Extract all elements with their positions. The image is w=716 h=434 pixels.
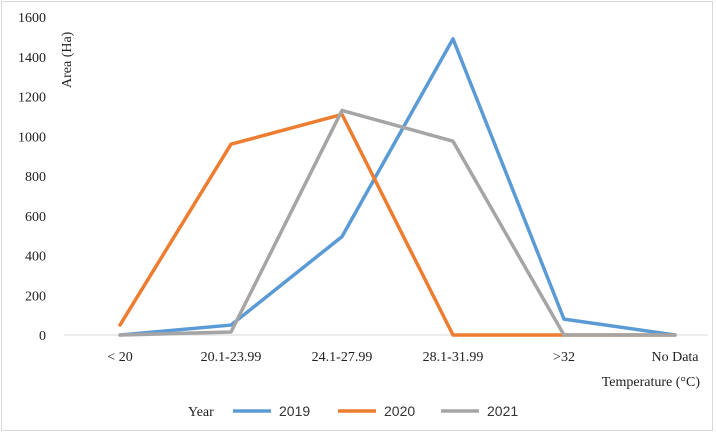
y-axis-title: Area (Ha) — [60, 31, 75, 88]
legend: Year 2019 2020 2021 — [188, 403, 518, 420]
y-axis-ticks: 0 200 400 600 800 1000 1200 1400 1600 — [18, 11, 46, 344]
legend-title: Year — [188, 405, 214, 420]
series-line-2020 — [118, 112, 677, 337]
y-tick-label: 800 — [25, 170, 46, 185]
x-axis-title: Temperature (°C) — [602, 375, 701, 390]
x-tick-label: >32 — [553, 350, 575, 365]
y-tick-label: 1600 — [18, 11, 46, 26]
y-tick-label: 1200 — [18, 91, 46, 106]
y-tick-label: 400 — [25, 250, 46, 265]
x-tick-label: No Data — [651, 350, 699, 365]
x-tick-label: 20.1-23.99 — [201, 350, 262, 365]
series-line-2019 — [118, 37, 677, 337]
legend-label-2020: 2020 — [384, 403, 415, 419]
y-tick-label: 200 — [25, 289, 46, 304]
legend-label-2019: 2019 — [279, 403, 310, 419]
y-tick-label: 0 — [39, 329, 46, 344]
y-tick-label: 600 — [25, 210, 46, 225]
series-layer — [118, 37, 677, 337]
x-tick-label: < 20 — [107, 350, 132, 365]
x-tick-label: 28.1-31.99 — [423, 350, 484, 365]
series-line-2021 — [118, 108, 677, 337]
y-tick-label: 1000 — [18, 130, 46, 145]
x-tick-label: 24.1-27.99 — [312, 350, 373, 365]
x-axis-ticks: < 20 20.1-23.99 24.1-27.99 28.1-31.99 >32 No … — [107, 350, 699, 365]
y-tick-label: 1400 — [18, 51, 46, 66]
legend-label-2021: 2021 — [487, 403, 518, 419]
